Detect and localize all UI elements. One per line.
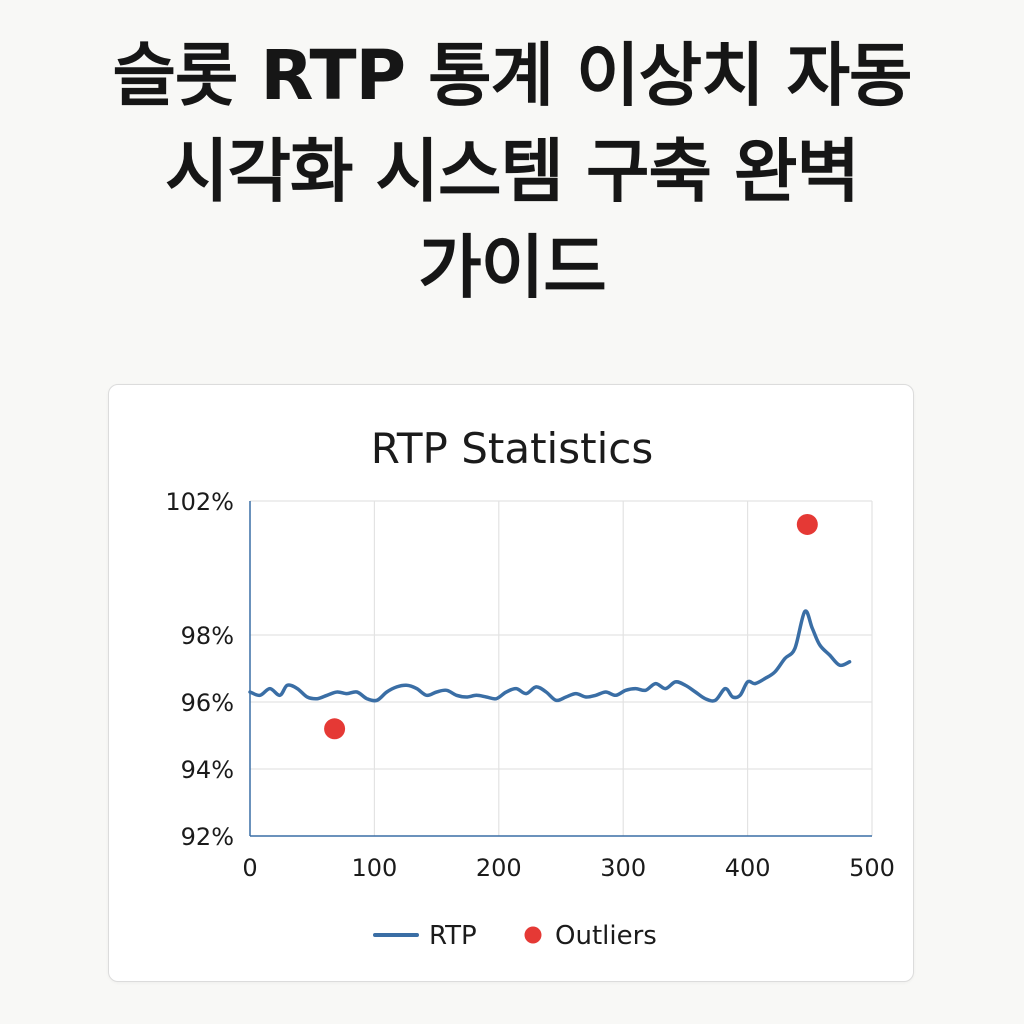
x-tick-label: 200 <box>476 854 522 882</box>
x-tick-label: 500 <box>849 854 895 882</box>
y-tick-label: 98% <box>181 622 234 650</box>
chart-title: RTP Statistics <box>371 424 653 473</box>
page-headline: 슬롯 RTP 통계 이상치 자동 시각화 시스템 구축 완벽 가이드 <box>112 36 912 308</box>
legend-rtp-label: RTP <box>429 921 477 951</box>
y-tick-label: 94% <box>181 756 234 784</box>
rtp-chart: RTP Statistics 92% 94% 96% 98% 102% 0 100 200 300… <box>165 424 895 951</box>
x-tick-label: 400 <box>725 854 771 882</box>
outlier-point <box>796 513 818 535</box>
legend-outliers-label: Outliers <box>555 921 657 951</box>
y-tick-label: 96% <box>181 689 234 717</box>
x-tick-label: 100 <box>351 854 397 882</box>
outlier-point <box>324 718 346 740</box>
x-tick-label: 300 <box>600 854 646 882</box>
y-tick-label: 102% <box>165 488 234 516</box>
legend-outliers-swatch <box>524 926 542 944</box>
chart-card: RTP Statistics 92% 94% 96% 98% 102% 0 100 200 300… <box>108 384 914 982</box>
rtp-line <box>248 609 852 703</box>
x-tick-label: 0 <box>242 854 257 882</box>
y-tick-label: 92% <box>181 823 234 851</box>
